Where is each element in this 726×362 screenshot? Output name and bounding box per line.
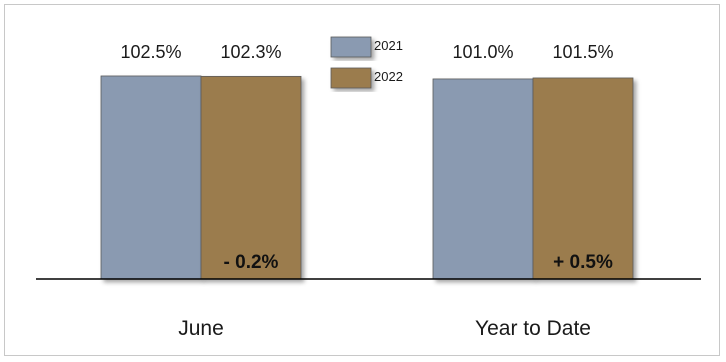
- bar-2021-year-to-date: [432, 78, 534, 280]
- category-label: Year to Date: [475, 317, 591, 340]
- value-label: 101.5%: [552, 42, 613, 62]
- chart-frame: 102.5% 102.3% - 0.2% June 101.0% 101.5% + 0.5%…: [4, 4, 720, 356]
- labels-layer: 102.5% 102.3% - 0.2% June 101.0% 101.5% + 0.5%…: [120, 42, 613, 340]
- value-label: 101.0%: [452, 42, 513, 62]
- bars-layer: [100, 75, 634, 280]
- bar-2021-june: [100, 75, 202, 280]
- category-label: June: [178, 317, 224, 340]
- change-label: + 0.5%: [553, 252, 613, 273]
- bar-chart: 102.5% 102.3% - 0.2% June 101.0% 101.5% + 0.5%…: [36, 36, 701, 340]
- value-label: 102.3%: [220, 42, 281, 62]
- legend-swatch-2022: [330, 67, 372, 89]
- legend-swatch-2021: [330, 36, 372, 58]
- bar-2022-june: [200, 75, 302, 280]
- bar-2022-year-to-date: [532, 77, 634, 280]
- change-label: - 0.2%: [224, 252, 279, 273]
- legend: 2021 2022: [330, 36, 403, 89]
- legend-label-2022: 2022: [374, 69, 403, 84]
- legend-label-2021: 2021: [374, 38, 403, 53]
- value-label: 102.5%: [120, 42, 181, 62]
